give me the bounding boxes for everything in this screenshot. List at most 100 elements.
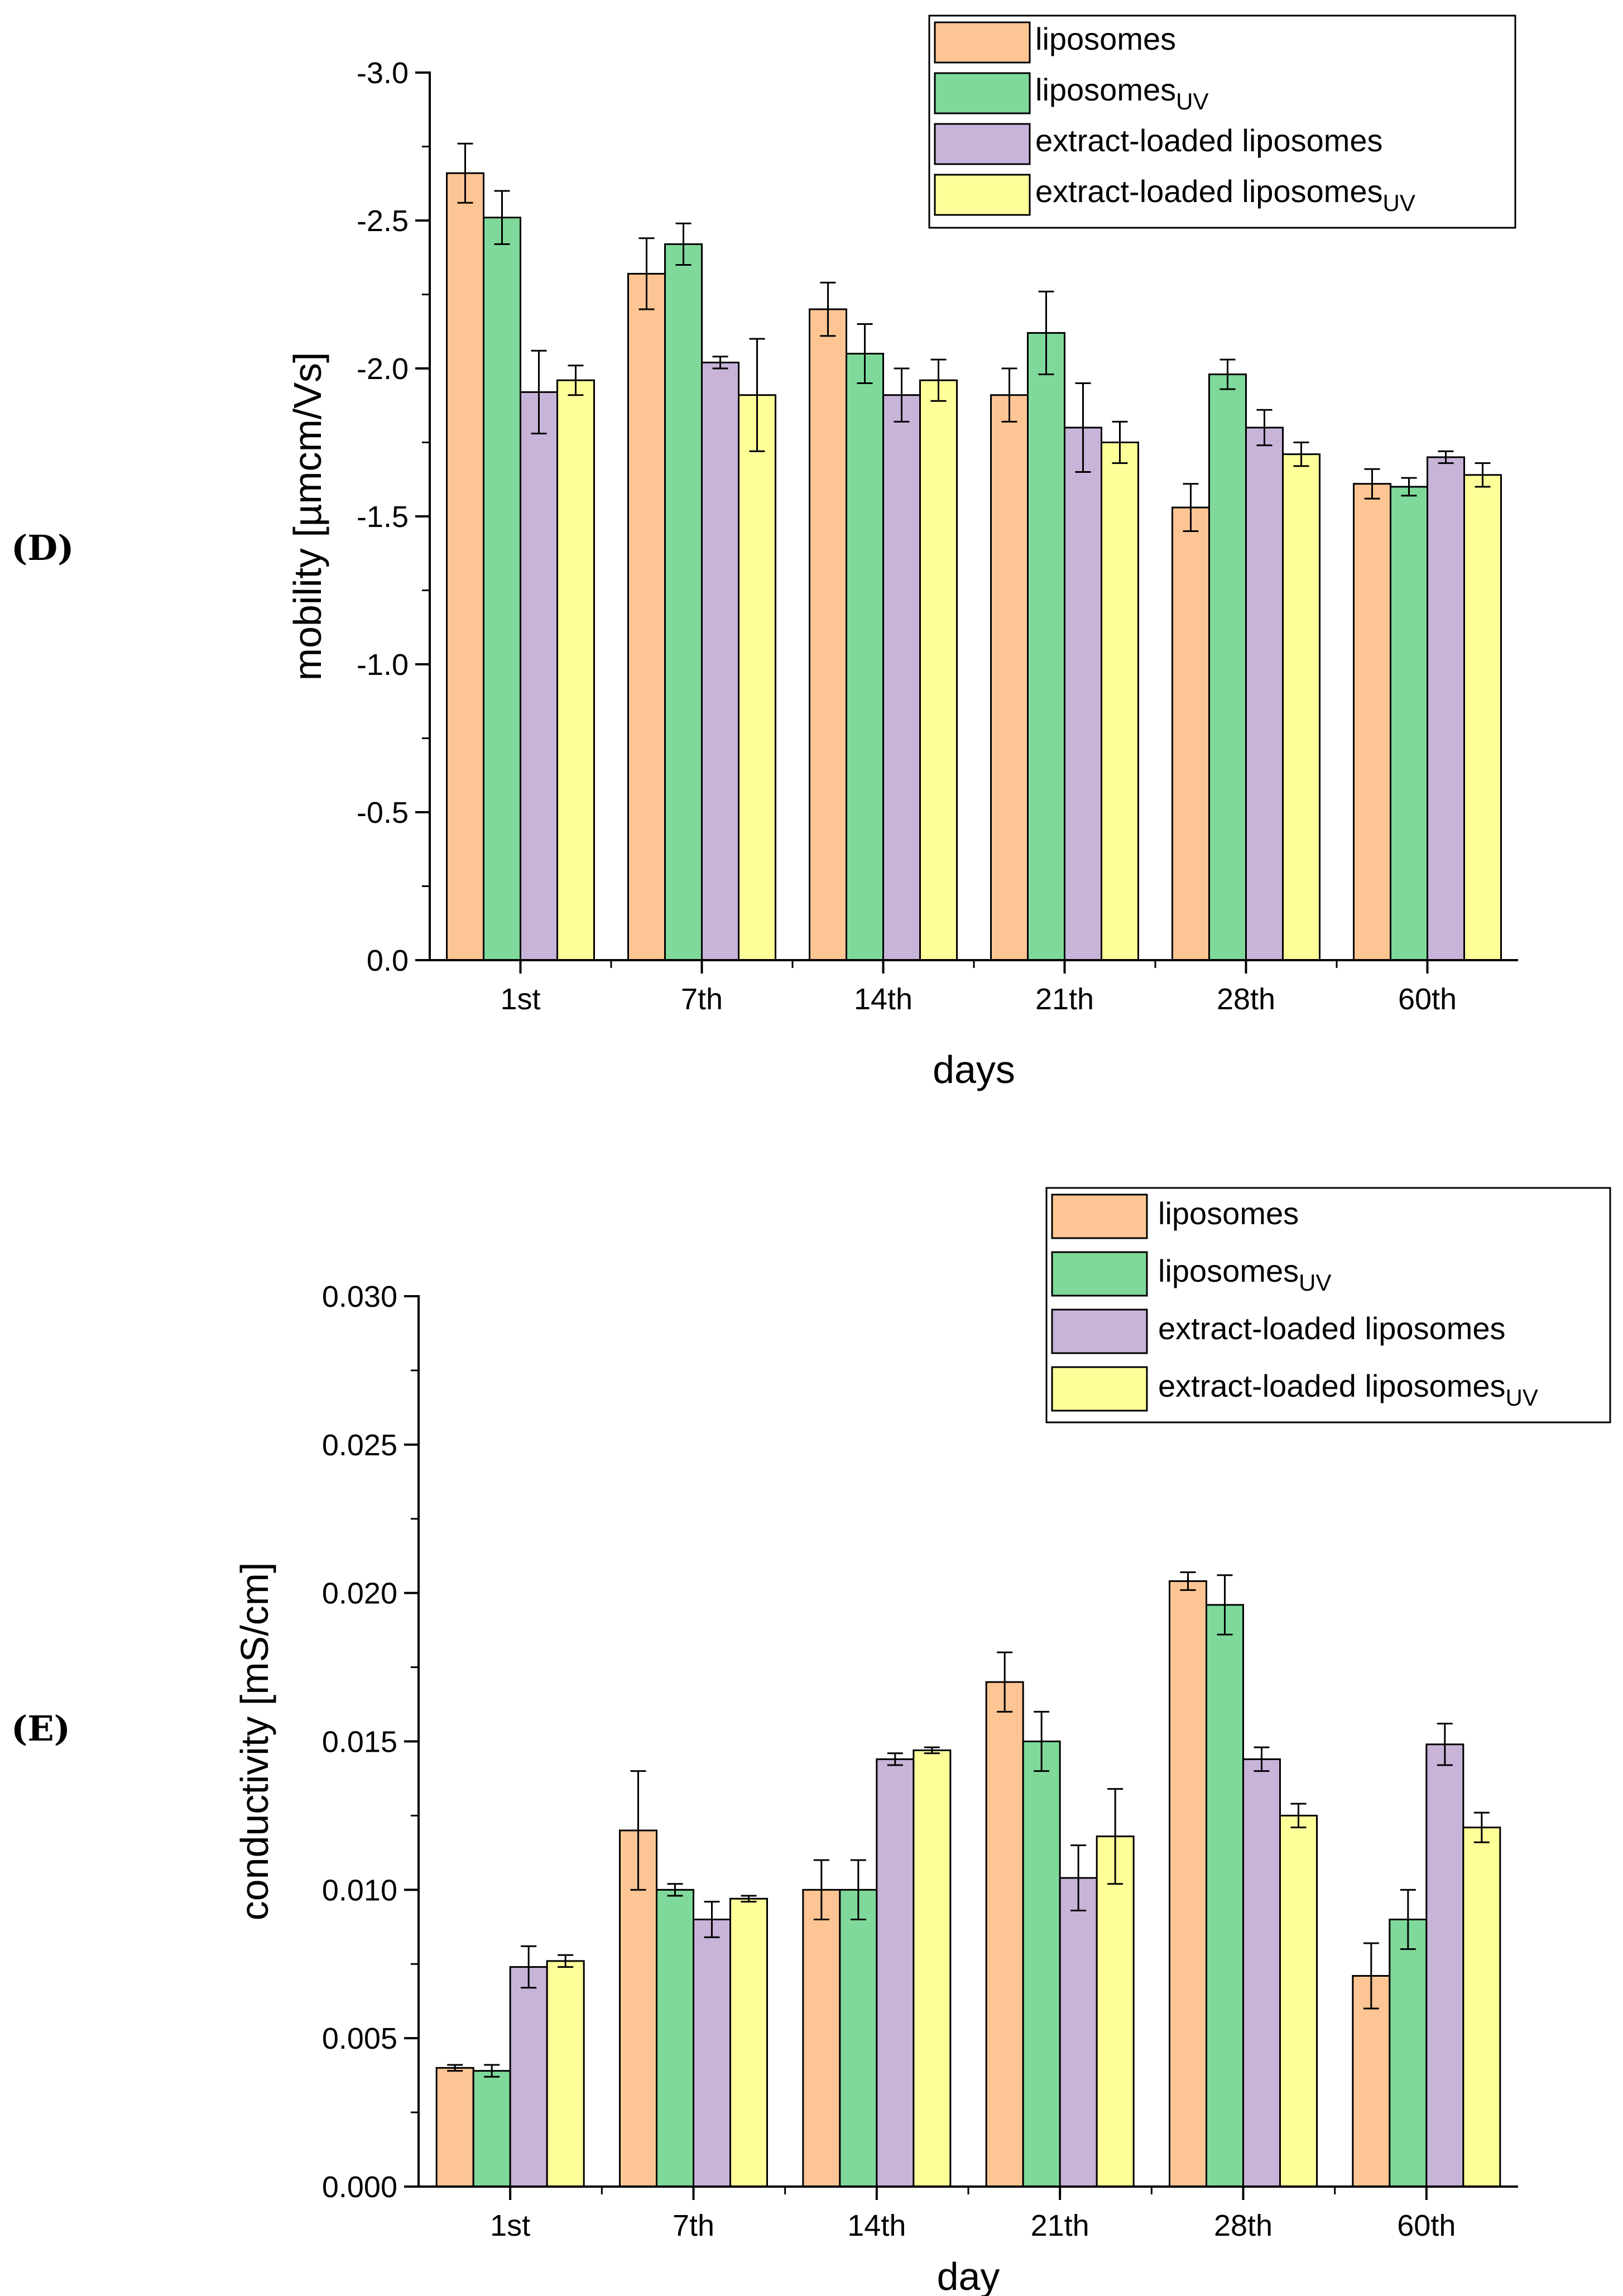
bar-1-7th: [627, 272, 666, 961]
bar-3-60th: [1427, 456, 1465, 961]
bar-4-1st: [556, 379, 595, 961]
y-tick-label: -2.0: [357, 352, 409, 386]
error-bar-4-60th: [1475, 462, 1491, 488]
bar-1-28th: [1171, 506, 1210, 961]
bar-1-1st: [435, 2067, 474, 2188]
bar-2-21th: [1027, 332, 1065, 961]
legend-label-2: liposomesUV: [1158, 1253, 1331, 1296]
y-tick-label: 0.030: [322, 1280, 397, 1314]
x-tick-label-28th: 28th: [1214, 2209, 1273, 2242]
error-bar-1-14th: [813, 1859, 829, 1920]
error-bar-2-7th: [667, 1883, 683, 1897]
legend-label-1: liposomes: [1158, 1196, 1299, 1231]
x-tick-label-60th: 60th: [1398, 982, 1457, 1016]
bar-4-28th: [1279, 1814, 1318, 2188]
legend-swatch-3: [1051, 1308, 1148, 1354]
bar-1-21th: [985, 1681, 1024, 2188]
y-axis-title: conductivity [mS/cm]: [233, 1562, 276, 1921]
x-tick-label-1st: 1st: [500, 982, 540, 1016]
error-bar-3-28th: [1254, 1746, 1270, 1772]
bar-4-21th: [1101, 442, 1139, 961]
bar-3-21th: [1064, 426, 1102, 961]
bar-4-7th: [729, 1897, 768, 2188]
bar-2-60th: [1390, 486, 1428, 961]
y-tick-label: 0.0: [367, 944, 409, 977]
error-bar-3-21th: [1075, 382, 1091, 473]
bar-3-7th: [693, 1919, 731, 2188]
bar-3-7th: [701, 361, 740, 961]
error-bar-2-28th: [1217, 1574, 1233, 1636]
bar-3-60th: [1425, 1743, 1464, 2188]
x-axis-title: day: [937, 2255, 1000, 2296]
error-bar-4-7th: [749, 338, 765, 452]
bar-1-21th: [990, 394, 1029, 961]
error-bar-3-60th: [1438, 450, 1454, 464]
legend-swatch-4: [1051, 1366, 1148, 1412]
x-tick-label-28th: 28th: [1217, 982, 1275, 1016]
x-tick-label-14th: 14th: [854, 982, 913, 1016]
error-bar-1-21th: [997, 1651, 1013, 1713]
chart-panel-d: 0.0 -0.5 -1.0 -1.5 -2.0 -2.5 -3.0 1st 7th 14th 21t…: [286, 15, 1518, 1091]
error-bar-3-21th: [1070, 1844, 1087, 1912]
error-bar-2-1st: [494, 190, 510, 245]
legend-label-main: extract-loaded liposomes: [1035, 174, 1383, 209]
x-tick-label-21th: 21th: [1031, 2209, 1089, 2242]
error-bar-3-28th: [1256, 409, 1273, 447]
error-bar-1-28th: [1183, 483, 1199, 532]
bar-3-14th: [882, 394, 921, 961]
error-bar-1-14th: [820, 281, 836, 337]
error-bar-1-7th: [630, 1770, 646, 1891]
y-tick-label: 0.005: [322, 2022, 397, 2055]
error-bar-3-14th: [894, 367, 910, 423]
y-tick-label: -1.5: [357, 500, 409, 534]
bar-3-14th: [876, 1758, 915, 2188]
legend-label-2: liposomesUV: [1035, 72, 1208, 114]
legend-swatch-2: [1051, 1251, 1148, 1297]
bar-4-7th: [738, 394, 776, 961]
panel-label-d: (D): [11, 528, 74, 568]
error-bar-1-1st: [447, 2064, 463, 2072]
error-bar-1-21th: [1001, 367, 1017, 423]
y-tick-label: -2.5: [357, 204, 409, 238]
error-bar-4-1st: [568, 365, 584, 396]
error-bar-4-14th: [924, 1746, 940, 1755]
y-tick-label: 0.015: [322, 1725, 397, 1759]
error-bar-2-14th: [857, 323, 873, 384]
error-bar-4-21th: [1107, 1788, 1123, 1885]
error-bar-3-7th: [704, 1901, 720, 1938]
error-bar-4-28th: [1290, 1803, 1307, 1829]
error-bar-2-21th: [1034, 1710, 1050, 1772]
bar-4-14th: [913, 1749, 952, 2188]
error-bar-4-21th: [1112, 420, 1128, 464]
error-bar-2-14th: [850, 1859, 866, 1920]
legend-swatch-2: [934, 72, 1031, 114]
y-tick-label: 0.000: [322, 2170, 397, 2204]
error-bar-2-21th: [1038, 290, 1054, 376]
error-bar-1-1st: [457, 142, 473, 204]
bar-4-14th: [919, 379, 958, 961]
error-bar-1-28th: [1180, 1571, 1196, 1591]
x-tick-label-1st: 1st: [490, 2209, 530, 2242]
legend-label-3: extract-loaded liposomes: [1158, 1311, 1506, 1346]
chart-panel-e: 0.000 0.005 0.010 0.015 0.020 0.025 0.030 1st 7t…: [233, 1187, 1611, 2296]
x-tick-label-21th: 21th: [1035, 982, 1094, 1016]
panel-label-e: (E): [11, 1708, 70, 1749]
bar-2-60th: [1389, 1919, 1428, 2188]
legend-swatch-1: [1051, 1193, 1148, 1239]
bar-1-14th: [809, 308, 847, 961]
bar-2-1st: [483, 217, 521, 961]
error-bar-1-7th: [638, 237, 655, 310]
bar-3-28th: [1242, 1758, 1281, 2188]
error-bar-2-28th: [1219, 358, 1236, 390]
x-tick-label-60th: 60th: [1397, 2209, 1456, 2242]
error-bar-3-7th: [712, 356, 728, 370]
error-bar-2-60th: [1400, 1888, 1416, 1950]
x-tick-label-14th: 14th: [847, 2209, 906, 2242]
bar-3-28th: [1245, 426, 1284, 961]
error-bar-2-7th: [675, 222, 692, 266]
legend-label-subscript: UV: [1506, 1384, 1538, 1411]
legend-label-main: liposomes: [1158, 1253, 1299, 1288]
legend-label-4: extract-loaded liposomesUV: [1035, 174, 1415, 216]
